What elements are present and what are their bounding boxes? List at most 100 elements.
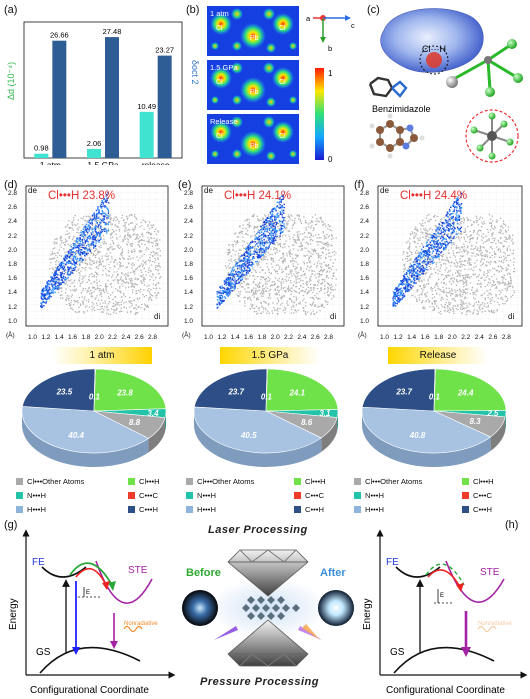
y-tick: 1.0	[184, 317, 194, 325]
bar-chart: 0.98 26.66 1 atm 2.06 27.48 1.5 GPa 10.49 23.27…	[6, 21, 200, 165]
pie-label-nh: 8.6	[301, 418, 313, 427]
bar-chart-frame	[23, 21, 183, 159]
legend-label: Cl•••H	[473, 477, 494, 486]
legend-item: N•••H	[354, 491, 384, 500]
x-tick: 2.2	[108, 334, 118, 341]
bar-category-label: 1.5 GPa	[87, 160, 118, 165]
y-tick: 1.8	[8, 260, 18, 268]
pie-label-ch: 23.7	[395, 388, 412, 397]
di-axis-label: di	[508, 312, 515, 321]
svg-text:Cl: Cl	[279, 133, 286, 140]
legend-swatch	[294, 492, 301, 499]
legend-swatch	[462, 492, 469, 499]
panel-f-label: (f)	[354, 179, 365, 191]
bar-value-label: 26.66	[50, 31, 69, 40]
svg-text:Pb: Pb	[250, 143, 259, 150]
map-label-release: Release	[210, 117, 238, 126]
panel-c-label: (c)	[367, 4, 380, 16]
y-tick: 2.6	[360, 204, 370, 212]
pie-side-other	[194, 411, 322, 467]
legend-label: C•••H	[473, 505, 492, 514]
xlabel-g: Configurational Coordinate	[30, 685, 149, 696]
pie-label-nh: 8.8	[129, 418, 141, 427]
y-tick: 1.6	[8, 275, 18, 283]
pie-label-clh: 3.4	[147, 409, 159, 418]
legend-label: N•••H	[365, 491, 384, 500]
y-tick: 1.2	[8, 303, 18, 311]
after-sample-icon	[318, 590, 354, 626]
map-label-1atm: 1 atm	[210, 9, 229, 18]
legend-swatch	[354, 492, 361, 499]
condition-band-release: Release	[388, 347, 488, 364]
electron-density-map: 1 atm 1.5 GPa Release Cl Pb Cl Cl Pb Cl Cl Pb…	[207, 6, 355, 164]
de-axis-label: de	[28, 186, 37, 195]
fe-curve	[41, 566, 87, 578]
pie-slice-other	[193, 406, 322, 454]
legend-swatch	[354, 506, 361, 513]
x-tick: 2.4	[474, 334, 484, 341]
pie-slice-hh	[433, 368, 507, 412]
bar-category-label: release	[142, 160, 170, 165]
bar-ylabel-right: δoct 2	[190, 60, 200, 85]
laser-beam-left-icon	[214, 626, 238, 640]
fingerprint-title: Cl•••H 23.8%	[48, 190, 116, 202]
legend-label: Cl•••Other Atoms	[365, 477, 423, 486]
pie-label-other: 40.5	[240, 431, 257, 440]
y-tick: 1.6	[184, 275, 194, 283]
pie-label-other: 40.4	[67, 431, 84, 440]
y-tick: 2.0	[8, 246, 18, 254]
legend-swatch	[294, 478, 301, 485]
legend-item: Cl•••Other Atoms	[354, 477, 422, 486]
legend-swatch	[16, 478, 23, 485]
y-tick: 1.0	[8, 317, 18, 325]
pie-slice-cc	[265, 368, 268, 412]
pie-slice-cc	[433, 368, 436, 412]
legend-item: Cl•••H	[294, 477, 326, 486]
x-tick: 1.4	[230, 334, 240, 341]
legend-label: C•••C	[473, 491, 492, 500]
bar-ylabel-left: Δd (10⁻⁴)	[6, 62, 16, 100]
legend-swatch	[128, 492, 135, 499]
y-tick: 2.2	[184, 232, 194, 240]
pie-label-nh: 8.3	[469, 417, 481, 426]
pie-label-cc: 0.1	[429, 392, 441, 401]
x-tick: 1.0	[28, 334, 38, 341]
legend-label: C•••C	[305, 491, 324, 500]
x-tick: 1.6	[420, 334, 430, 341]
x-tick: 2.6	[488, 334, 498, 341]
y-tick: 1.8	[184, 260, 194, 268]
fingerprint-title: Cl•••H 24.4%	[400, 190, 468, 202]
x-tick: 1.6	[244, 334, 254, 341]
legend-swatch	[354, 478, 361, 485]
legend-item: Cl•••Other Atoms	[186, 477, 254, 486]
pie-chart-1atm: 23.8 3.4 8.8 40.4 23.5 0.1	[21, 368, 167, 467]
x-tick: 1.8	[434, 334, 444, 341]
pie-side-other	[362, 411, 491, 467]
pie-slice-ch	[193, 368, 268, 412]
legend-label: C•••C	[139, 491, 158, 500]
legend-swatch	[186, 492, 193, 499]
pie-slice-cc	[93, 368, 96, 412]
pie-label-hh: 23.8	[116, 388, 133, 397]
pie-slice-other	[21, 406, 150, 454]
legend-item: N•••H	[16, 491, 46, 500]
legend-label: C•••H	[305, 505, 324, 514]
bar-1-2	[157, 55, 172, 158]
svg-text:c: c	[351, 21, 355, 30]
legend-item: N•••H	[186, 491, 216, 500]
y-tick: 1.4	[184, 289, 194, 297]
bar-value-label: 10.49	[137, 102, 156, 111]
y-tick: 2.8	[8, 190, 18, 197]
legend-label: H•••H	[365, 505, 384, 514]
xlabel-h: Configurational Coordinate	[386, 685, 505, 696]
crystal-axes-icon: a c b	[306, 14, 355, 53]
x-tick: 1.6	[68, 334, 78, 341]
condition-band-1atm: 1 atm	[52, 347, 152, 364]
bar-0-0	[34, 153, 49, 158]
legend-item: C•••C	[128, 491, 158, 500]
laser-processing-caption: Laser Processing	[208, 524, 308, 536]
gs-curve	[39, 646, 141, 674]
y-tick: 1.2	[184, 303, 194, 311]
pie-side-other	[22, 411, 149, 467]
legend-item: C•••H	[462, 505, 492, 514]
